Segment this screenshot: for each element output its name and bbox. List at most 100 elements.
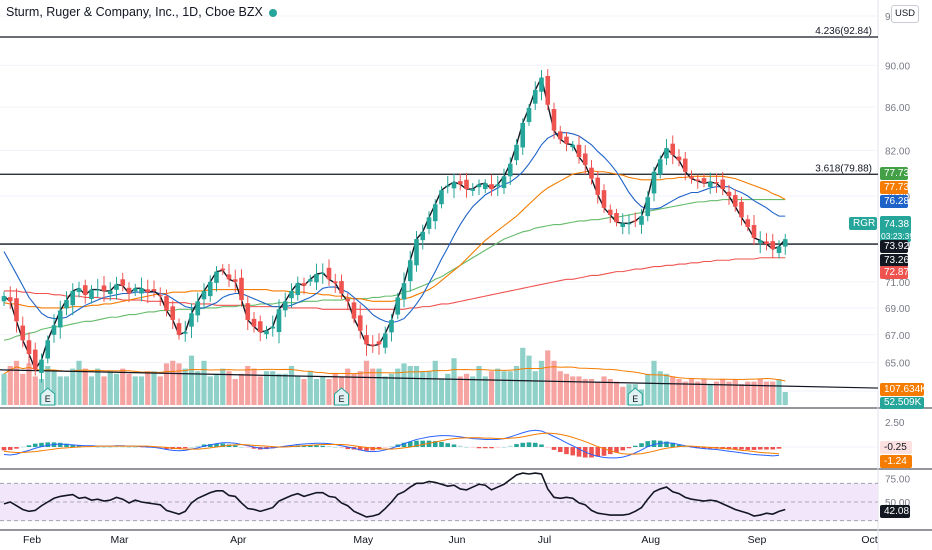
price-axis-label: 82.00: [885, 146, 910, 157]
candle-body: [245, 303, 251, 320]
volume-bar: [488, 371, 495, 405]
symbol-tag: RGR: [853, 218, 875, 229]
volume-bar: [70, 368, 76, 405]
volume-bar: [513, 366, 520, 405]
macd-histogram-bar: [751, 447, 757, 450]
candle-body: [489, 184, 494, 190]
volume-bar: [251, 368, 257, 405]
candle-body: [320, 272, 326, 274]
volume-bar: [176, 363, 182, 405]
candle-body: [651, 171, 657, 194]
macd-histogram-bar: [501, 447, 507, 448]
time-axis-label: Feb: [23, 534, 41, 546]
candle-body: [339, 281, 344, 294]
market-open-icon: [268, 8, 277, 17]
candle-body: [1, 296, 7, 302]
macd-histogram-bar: [20, 446, 26, 448]
macd-histogram-bar: [589, 447, 594, 458]
countdown-tag: 03:23:39: [881, 231, 914, 241]
candle-body: [57, 310, 63, 328]
volume-bar: [188, 355, 195, 405]
macd-histogram-bar: [239, 447, 244, 448]
candle-body: [526, 107, 532, 123]
candle-body: [7, 297, 13, 302]
candle-body: [264, 330, 269, 335]
volume-bar: [88, 376, 95, 405]
volume-bar: [601, 376, 607, 405]
chart-title: Sturm, Ruger & Company, Inc., 1D, Cboe B…: [6, 5, 277, 19]
macd-histogram-bar: [632, 445, 638, 447]
volume-bar: [476, 366, 482, 405]
candle-body: [51, 325, 57, 335]
volume-trendline[interactable]: [0, 369, 879, 389]
macd-histogram-bar: [420, 440, 426, 447]
candle-body: [251, 318, 257, 327]
volume-bar: [245, 366, 251, 405]
candle-body: [426, 217, 432, 229]
ma-red-price-tag: 72.87: [884, 267, 909, 278]
price-axis-label: 67.00: [885, 331, 910, 342]
ma-orange-price-tag-bg: [880, 181, 908, 194]
earnings-marker[interactable]: E: [334, 387, 349, 406]
volume-bar: [438, 379, 445, 405]
ma-green-price-tag-bg: [880, 167, 908, 180]
candle-body: [82, 285, 88, 295]
macd-histogram-bar: [445, 443, 451, 447]
macd-histogram-bar: [364, 447, 369, 451]
volume-bar: [38, 379, 45, 405]
volume-bar: [170, 360, 176, 405]
macd-histogram-bar: [732, 447, 738, 450]
macd-histogram-bar: [326, 446, 332, 447]
macd-histogram-bar: [451, 444, 457, 447]
candle-body: [532, 90, 538, 104]
candle-body: [439, 190, 444, 205]
volume-bar: [457, 376, 463, 405]
macd-histogram-bar: [495, 447, 501, 448]
volume-bar: [226, 371, 232, 405]
volume-bar: [782, 392, 788, 405]
candle-body: [451, 182, 457, 189]
macd-histogram-bar: [107, 447, 113, 448]
candle-body: [626, 223, 632, 225]
support-price-tag: 73.92: [884, 241, 909, 252]
macd-histogram-bar: [26, 445, 32, 447]
volume-bar: [232, 379, 238, 405]
candle-body: [539, 77, 544, 92]
volume-bar: [413, 366, 420, 405]
macd-histogram-bar: [57, 442, 63, 447]
candle-body: [145, 289, 151, 293]
rsi-axis-label: 50.00: [885, 498, 910, 509]
volume-bar: [76, 360, 82, 405]
candle-body: [770, 241, 776, 250]
candle-body: [14, 298, 19, 322]
candle-body: [189, 313, 194, 327]
time-axis-label: May: [353, 534, 374, 546]
candle-body: [657, 159, 663, 175]
macd-histogram-bar: [32, 443, 38, 447]
candle-body: [582, 153, 588, 165]
earnings-marker[interactable]: E: [627, 387, 643, 406]
candle-body: [26, 340, 32, 355]
black-ma-price-tag-bg: [880, 254, 908, 267]
volume-bar: [332, 373, 338, 405]
candle-body: [432, 204, 438, 222]
candle-body: [39, 359, 44, 373]
volume-bar: [345, 368, 351, 405]
candle-body: [645, 197, 651, 217]
currency-button[interactable]: USD: [891, 5, 919, 23]
candle-body: [139, 288, 144, 294]
candle-body: [470, 189, 476, 191]
macd-histogram-bar: [14, 447, 19, 449]
volume-bar: [357, 371, 363, 405]
volume-bar: [495, 368, 501, 405]
volume-bar: [732, 379, 738, 405]
volume-bar: [201, 360, 207, 405]
last-price-tag-bg: [880, 216, 911, 242]
time-axis-label: Jul: [538, 534, 551, 546]
volume-bar: [538, 360, 545, 405]
candle-body: [314, 274, 319, 283]
earnings-marker[interactable]: E: [40, 387, 56, 406]
macd-histogram-bar: [345, 447, 351, 450]
macd-histogram-bar: [401, 442, 407, 447]
